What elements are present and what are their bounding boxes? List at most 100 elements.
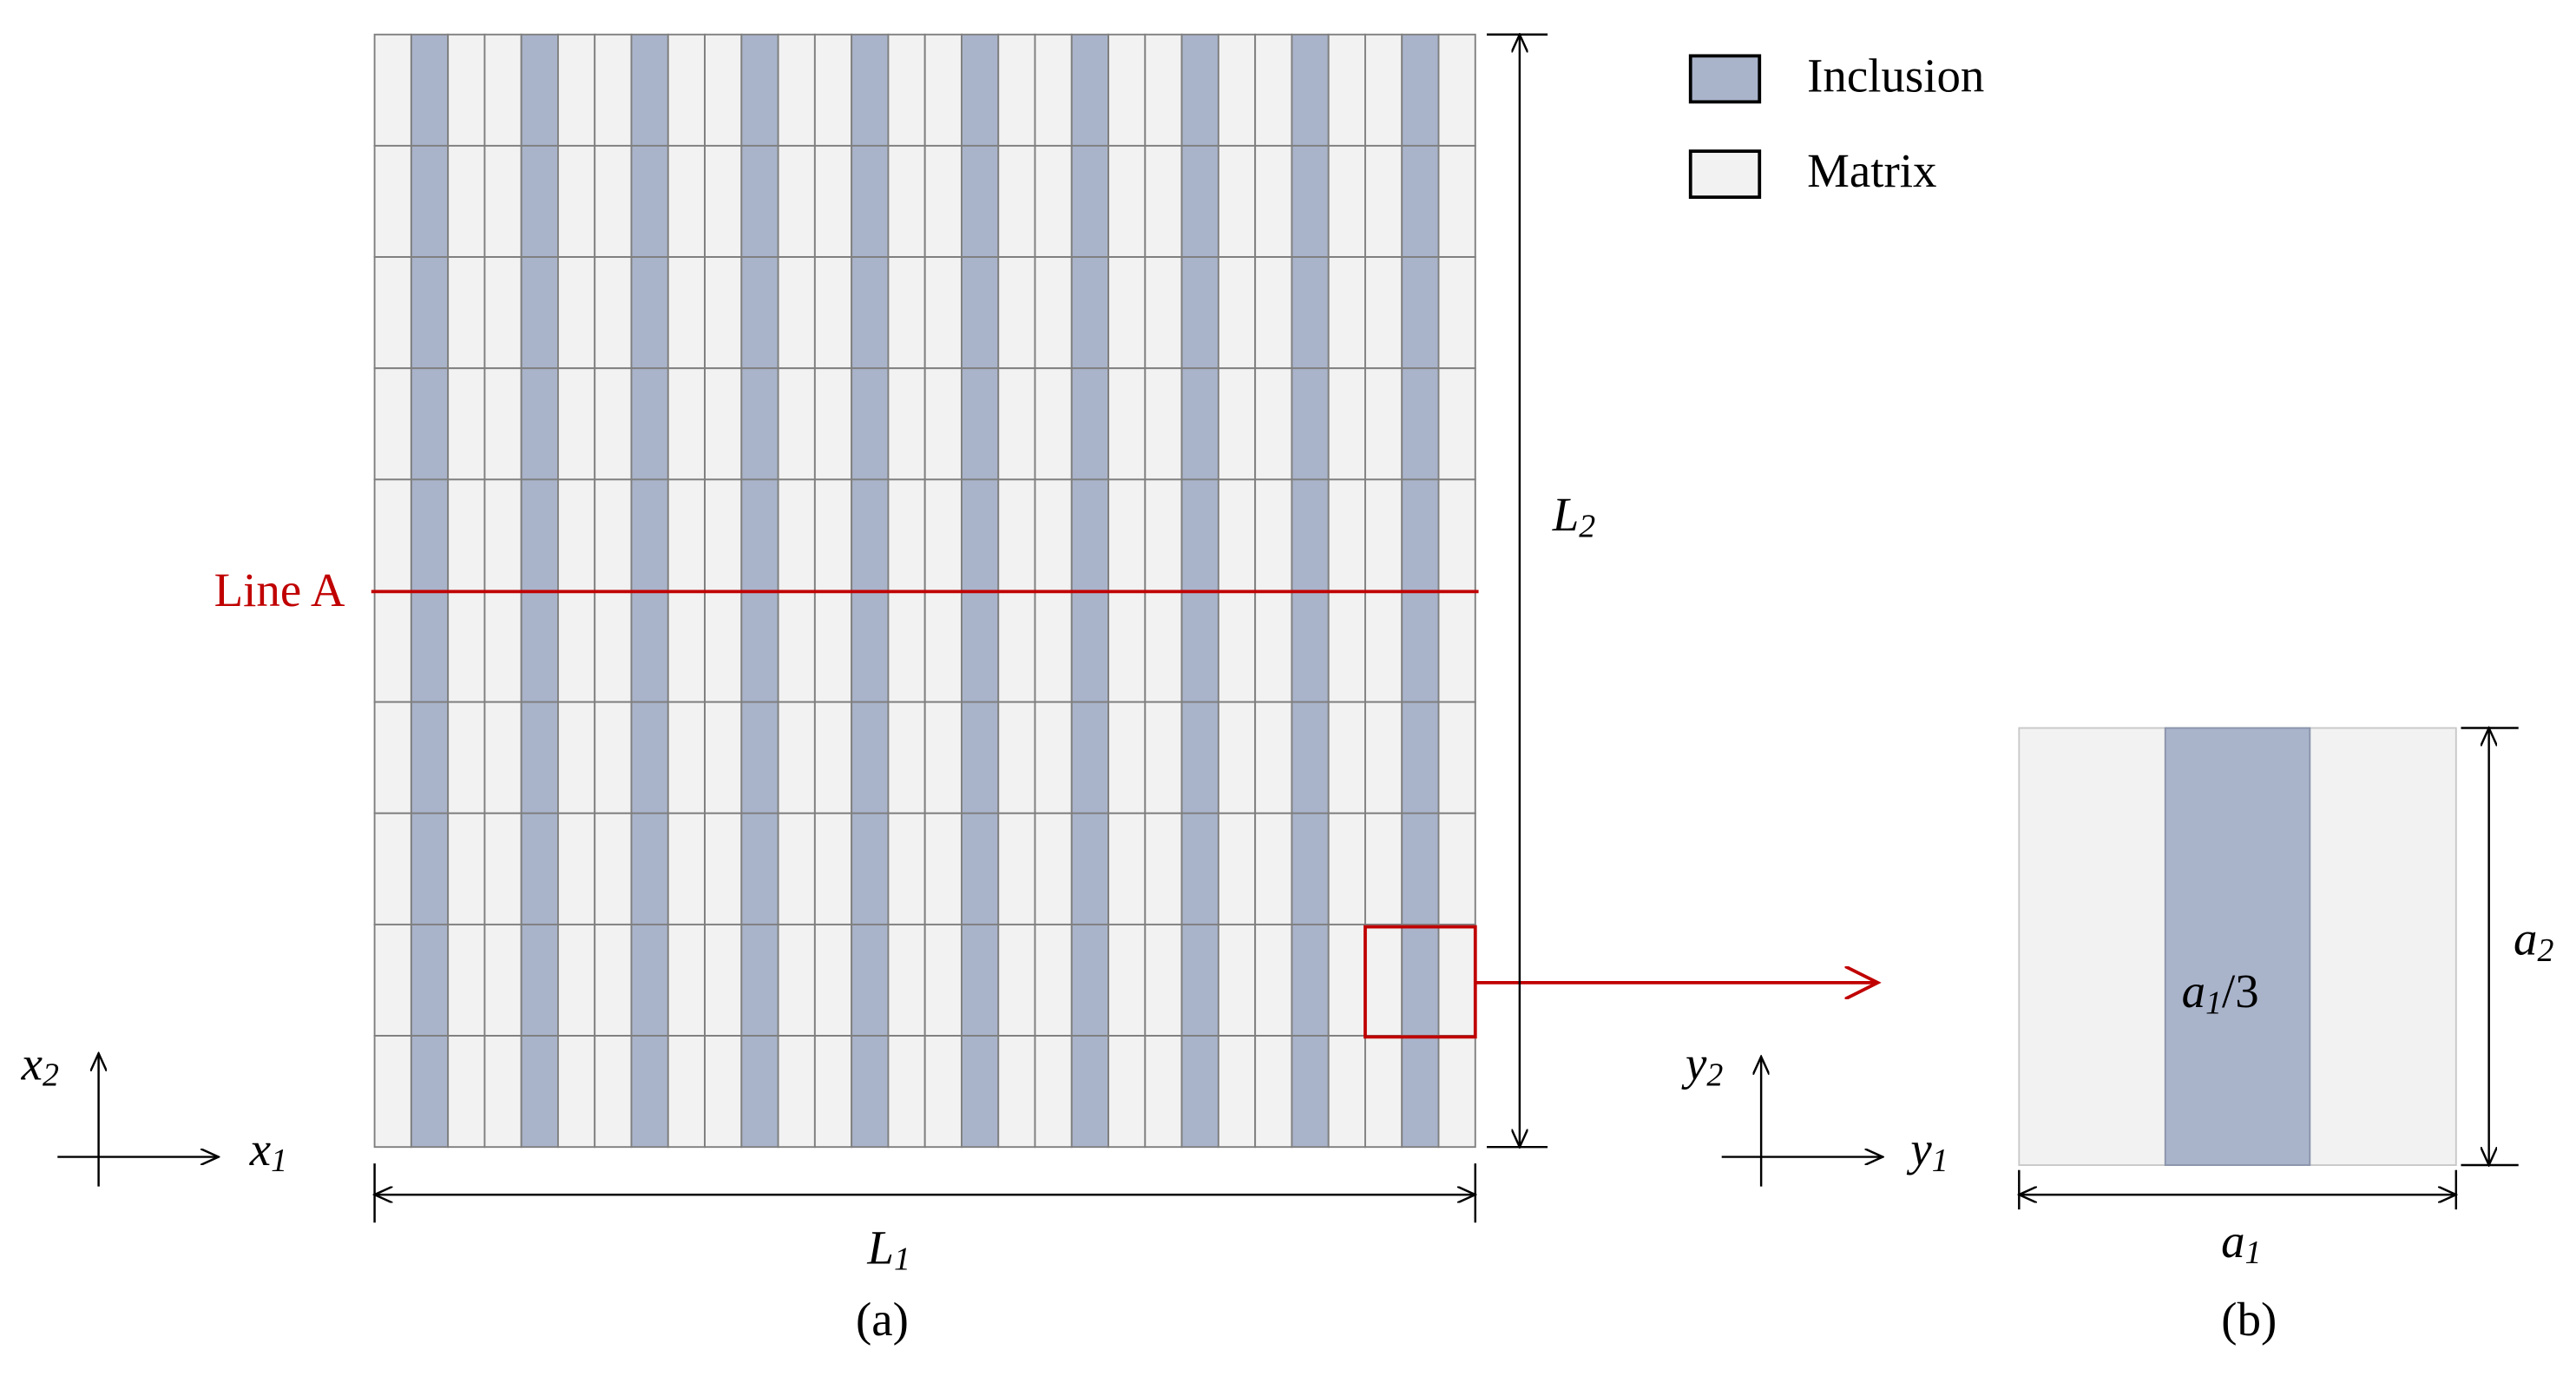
- matrix-cell: [557, 367, 596, 481]
- inclusion-cell: [1291, 589, 1330, 703]
- matrix-cell: [704, 478, 743, 592]
- matrix-cell: [483, 812, 522, 925]
- matrix-cell: [373, 589, 412, 703]
- matrix-cell: [1364, 923, 1403, 1037]
- matrix-cell: [1034, 923, 1073, 1037]
- matrix-cell: [923, 33, 963, 147]
- matrix-cell: [1437, 144, 1476, 258]
- axis-label: y1: [1906, 1122, 1948, 1178]
- matrix-cell: [1254, 923, 1293, 1037]
- matrix-cell: [1144, 1035, 1183, 1149]
- inclusion-cell: [961, 1035, 1000, 1149]
- inclusion-cell: [1070, 589, 1109, 703]
- inclusion-cell: [851, 33, 890, 147]
- inclusion-cell: [630, 367, 669, 481]
- dim-label: a1: [2221, 1214, 2261, 1270]
- matrix-cell: [1254, 1035, 1293, 1149]
- axis-label: x1: [249, 1122, 287, 1178]
- matrix-cell: [813, 367, 853, 481]
- inclusion-cell: [851, 812, 890, 925]
- inclusion-cell: [1070, 1035, 1109, 1149]
- matrix-cell: [997, 589, 1036, 703]
- matrix-cell: [667, 701, 706, 814]
- legend-swatch-inclusion: [1688, 54, 1762, 104]
- matrix-cell: [887, 33, 926, 147]
- matrix-cell: [1217, 478, 1257, 592]
- matrix-cell: [1254, 812, 1293, 925]
- inclusion-cell: [961, 367, 1000, 481]
- matrix-cell: [667, 1035, 706, 1149]
- inclusion-cell: [1401, 589, 1440, 703]
- matrix-cell: [447, 144, 486, 258]
- matrix-cell: [887, 701, 926, 814]
- inclusion-cell: [1180, 923, 1219, 1037]
- inclusion-cell: [1401, 478, 1440, 592]
- matrix-cell: [373, 1035, 412, 1149]
- matrix-cell: [813, 1035, 853, 1149]
- matrix-cell: [704, 144, 743, 258]
- matrix-cell: [373, 812, 412, 925]
- matrix-cell: [483, 367, 522, 481]
- matrix-cell: [887, 589, 926, 703]
- inclusion-cell: [630, 478, 669, 592]
- matrix-cell: [1144, 589, 1183, 703]
- inclusion-cell: [1401, 923, 1440, 1037]
- matrix-cell: [557, 478, 596, 592]
- matrix-cell: [1254, 144, 1293, 258]
- inclusion-cell: [1180, 144, 1219, 258]
- matrix-cell: [813, 589, 853, 703]
- matrix-cell: [447, 33, 486, 147]
- inclusion-cell: [740, 33, 779, 147]
- matrix-cell: [887, 367, 926, 481]
- matrix-cell: [667, 478, 706, 592]
- matrix-cell: [447, 478, 486, 592]
- inclusion-cell: [851, 256, 890, 370]
- matrix-cell: [777, 812, 816, 925]
- matrix-cell: [923, 256, 963, 370]
- matrix-cell: [594, 812, 633, 925]
- matrix-cell: [704, 33, 743, 147]
- matrix-cell: [1144, 33, 1183, 147]
- matrix-cell: [667, 812, 706, 925]
- matrix-cell: [483, 1035, 522, 1149]
- matrix-cell: [704, 701, 743, 814]
- matrix-cell: [1437, 367, 1476, 481]
- inclusion-cell: [630, 256, 669, 370]
- inclusion-cell: [740, 256, 779, 370]
- dim-label: a1/3: [2182, 965, 2259, 1021]
- matrix-cell: [1437, 1035, 1476, 1149]
- matrix-cell: [813, 812, 853, 925]
- matrix-cell: [1437, 701, 1476, 814]
- matrix-cell: [594, 33, 633, 147]
- inclusion-cell: [410, 701, 450, 814]
- inclusion-cell: [630, 144, 669, 258]
- matrix-cell: [1327, 589, 1366, 703]
- matrix-cell: [923, 589, 963, 703]
- inclusion-cell: [1070, 701, 1109, 814]
- matrix-cell: [447, 256, 486, 370]
- matrix-cell: [997, 1035, 1036, 1149]
- inclusion-cell: [851, 923, 890, 1037]
- matrix-cell: [777, 923, 816, 1037]
- matrix-cell: [704, 589, 743, 703]
- inclusion-cell: [1180, 701, 1219, 814]
- matrix-cell: [997, 144, 1036, 258]
- matrix-cell: [594, 1035, 633, 1149]
- inclusion-cell: [851, 1035, 890, 1149]
- matrix-cell: [1034, 144, 1073, 258]
- inclusion-cell: [1401, 701, 1440, 814]
- inclusion-cell: [1070, 144, 1109, 258]
- matrix-cell: [667, 256, 706, 370]
- matrix-cell: [447, 1035, 486, 1149]
- matrix-cell: [1034, 33, 1073, 147]
- matrix-cell: [1034, 812, 1073, 925]
- matrix-cell: [704, 256, 743, 370]
- matrix-cell: [1327, 144, 1366, 258]
- matrix-cell: [1034, 701, 1073, 814]
- inclusion-cell: [961, 144, 1000, 258]
- matrix-cell: [813, 701, 853, 814]
- inclusion-cell: [410, 33, 450, 147]
- matrix-cell: [667, 144, 706, 258]
- inclusion-cell: [1291, 478, 1330, 592]
